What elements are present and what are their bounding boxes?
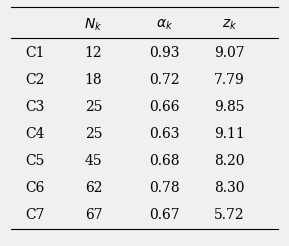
Text: C5: C5 bbox=[25, 154, 45, 168]
Text: C3: C3 bbox=[25, 100, 45, 114]
Text: 0.68: 0.68 bbox=[149, 154, 179, 168]
Text: C7: C7 bbox=[25, 208, 45, 222]
Text: 0.66: 0.66 bbox=[149, 100, 179, 114]
Text: 25: 25 bbox=[85, 127, 102, 141]
Text: 7.79: 7.79 bbox=[214, 73, 245, 87]
Text: C2: C2 bbox=[25, 73, 45, 87]
Text: 12: 12 bbox=[85, 46, 102, 60]
Text: 0.63: 0.63 bbox=[149, 127, 179, 141]
Text: 5.72: 5.72 bbox=[214, 208, 245, 222]
Text: 9.85: 9.85 bbox=[214, 100, 245, 114]
Text: C4: C4 bbox=[25, 127, 45, 141]
Text: 67: 67 bbox=[85, 208, 102, 222]
Text: 9.11: 9.11 bbox=[214, 127, 245, 141]
Text: 0.67: 0.67 bbox=[149, 208, 180, 222]
Text: 62: 62 bbox=[85, 181, 102, 195]
Text: C6: C6 bbox=[25, 181, 45, 195]
Text: 45: 45 bbox=[85, 154, 102, 168]
Text: 0.72: 0.72 bbox=[149, 73, 180, 87]
Text: $z_k$: $z_k$ bbox=[222, 17, 237, 32]
Text: 8.20: 8.20 bbox=[214, 154, 245, 168]
Text: 8.30: 8.30 bbox=[214, 181, 245, 195]
Text: 9.07: 9.07 bbox=[214, 46, 245, 60]
Text: 0.78: 0.78 bbox=[149, 181, 180, 195]
Text: $\alpha_k$: $\alpha_k$ bbox=[156, 17, 173, 32]
Text: 25: 25 bbox=[85, 100, 102, 114]
Text: 18: 18 bbox=[85, 73, 102, 87]
Text: $N_k$: $N_k$ bbox=[84, 16, 103, 33]
Text: 0.93: 0.93 bbox=[149, 46, 179, 60]
Text: C1: C1 bbox=[25, 46, 45, 60]
